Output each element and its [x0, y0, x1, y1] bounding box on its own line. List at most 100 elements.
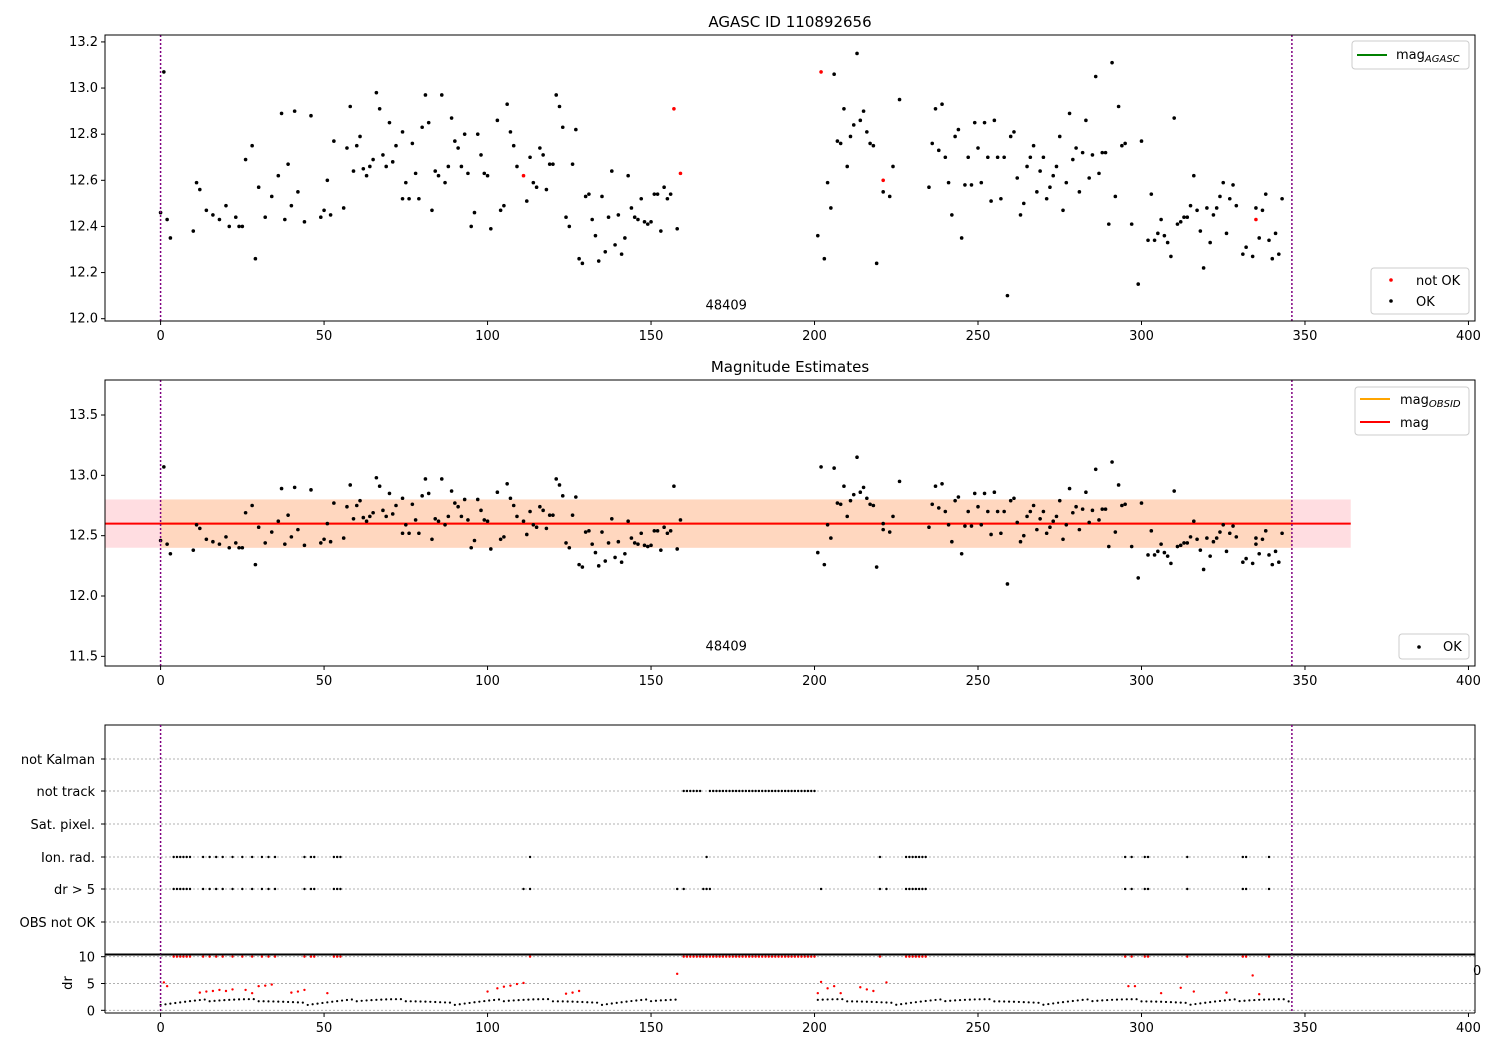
flag-point: [309, 855, 313, 859]
ok-point: [511, 503, 516, 508]
flag-point: [692, 789, 695, 793]
flag-point: [1244, 887, 1248, 891]
agasc-ytick-label: 12.8: [69, 127, 98, 142]
ok-point: [1208, 240, 1212, 245]
ok-point: [979, 523, 984, 527]
ok-point: [269, 194, 274, 199]
dr-ok-point: [1277, 998, 1280, 1001]
dr-ok-point: [409, 1000, 412, 1003]
magnitude-xtick-label: 0: [156, 674, 164, 689]
flag-point: [201, 855, 205, 859]
flag-point: [783, 789, 787, 793]
ok-point: [851, 123, 856, 127]
ok-point: [966, 155, 970, 160]
ok-point: [982, 120, 987, 125]
flag-point: [806, 789, 810, 793]
dr-ok-point: [610, 1002, 613, 1005]
dr-ok-point: [247, 998, 250, 1001]
ok-point: [953, 498, 957, 503]
dr-ok-point: [571, 1000, 574, 1003]
ok-point: [933, 484, 938, 488]
ok-point: [560, 494, 565, 498]
dr-not-ok-point: [165, 984, 169, 988]
ok-point: [256, 185, 261, 190]
ok-point: [632, 541, 637, 545]
ok-point: [541, 508, 545, 513]
ok-point: [194, 523, 199, 527]
ok-point: [390, 160, 395, 164]
dr-not-ok-point: [211, 989, 215, 993]
flag-row-label: Ion. rad.: [41, 851, 95, 866]
dr-ok-point: [865, 1000, 868, 1003]
flag-point: [208, 887, 211, 891]
magnitude-ytick-label: 12.0: [69, 589, 98, 604]
ok-point: [590, 217, 594, 222]
dr-ok-point: [904, 1002, 908, 1005]
ok-point: [439, 93, 444, 97]
dr-not-ok-point: [711, 955, 715, 958]
flag-point: [800, 789, 803, 793]
flag-row-label: not track: [36, 785, 95, 800]
dr-ok-point: [1115, 998, 1119, 1001]
dr-ok-point: [1037, 1001, 1040, 1004]
ok-point: [1152, 238, 1157, 243]
ok-point: [570, 162, 575, 166]
flag-point: [813, 789, 816, 793]
ok-point: [832, 72, 836, 77]
ok-point: [1025, 164, 1029, 169]
ok-point: [554, 477, 559, 481]
dr-not-ok-point: [231, 988, 234, 991]
ok-point: [1113, 194, 1118, 199]
ok-point: [567, 545, 572, 550]
dr-ok-point: [1223, 999, 1226, 1002]
ok-point: [318, 541, 323, 545]
flags-panel: not Kalman not track Sat. pixel. Ion. rad. d…: [20, 724, 1481, 1036]
ok-point: [1084, 490, 1088, 495]
ok-point: [1074, 146, 1078, 150]
ok-point: [1057, 134, 1062, 139]
ok-point: [475, 132, 480, 136]
dr-ok-point: [939, 998, 942, 1001]
ok-point: [233, 215, 238, 220]
ok-point: [1263, 192, 1268, 196]
ok-point: [887, 194, 892, 199]
ok-point: [815, 233, 820, 238]
dr-not-ok-point: [698, 955, 702, 958]
mag-legend-text: mag: [1400, 416, 1429, 431]
ok-point: [927, 525, 931, 530]
ok-point: [564, 541, 568, 545]
dr-ok-point: [1101, 999, 1104, 1002]
ok-point: [358, 498, 362, 503]
dr-not-ok-point: [296, 990, 300, 993]
ok-point: [1087, 520, 1091, 525]
flag-point: [182, 855, 185, 859]
ok-point: [645, 222, 650, 226]
ok-point: [655, 529, 660, 533]
ok-point: [390, 512, 395, 516]
dr-not-ok-point: [162, 981, 166, 984]
ok-point: [956, 495, 961, 499]
dr-not-ok-point: [1127, 984, 1130, 988]
magnitude-xtick-label: 300: [1129, 674, 1154, 689]
dr-ok-point: [394, 998, 398, 1001]
dr-not-ok-point: [774, 955, 777, 958]
ok-point: [243, 157, 248, 162]
ok-point: [1182, 215, 1186, 220]
agasc-xtick-label: 300: [1129, 329, 1154, 344]
ok-point: [1277, 560, 1281, 565]
ok-point: [659, 229, 663, 233]
dr-ok-point: [1174, 1001, 1177, 1004]
dr-ok-point: [375, 998, 378, 1001]
flag-point: [1186, 855, 1189, 859]
flag-point: [689, 789, 692, 793]
dr-ok-point: [914, 1001, 917, 1004]
dr-ok-point: [851, 1000, 854, 1003]
ok-point: [1280, 196, 1284, 201]
ok-point: [361, 166, 366, 171]
ok-point: [940, 481, 944, 486]
dr-ok-point: [1130, 998, 1133, 1001]
ok-point: [887, 530, 892, 534]
dr-ok-point: [880, 1001, 883, 1004]
ok-point: [1139, 139, 1144, 143]
ok-point: [1120, 503, 1124, 508]
